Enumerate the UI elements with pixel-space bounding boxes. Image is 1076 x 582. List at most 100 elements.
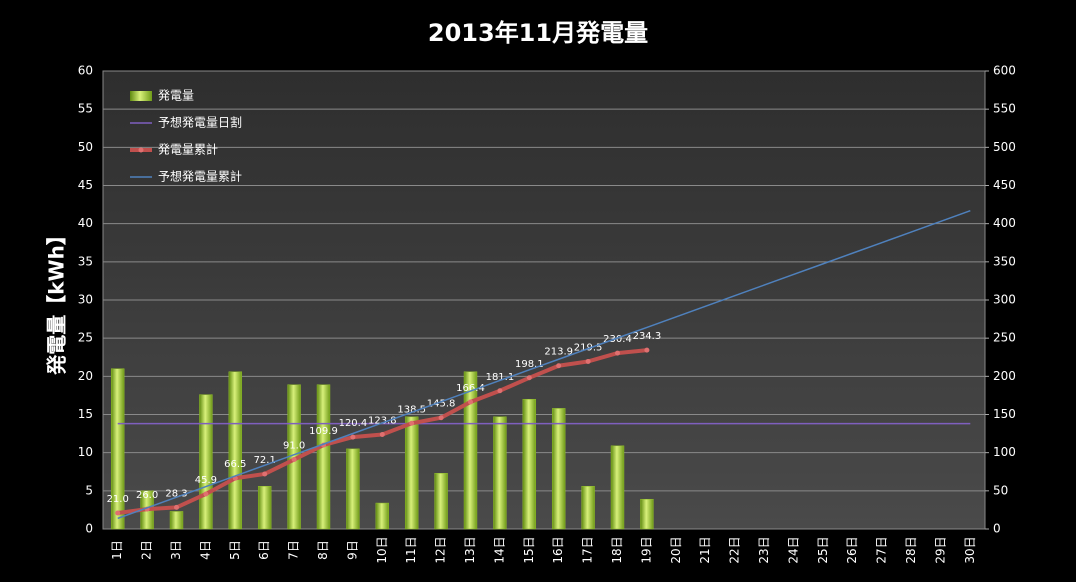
bar (169, 511, 184, 530)
data-label: 181.1 (486, 372, 515, 383)
legend-swatch (130, 91, 152, 101)
y-tick-label: 15 (78, 407, 93, 421)
y-axis-label: 発電量【kWh】 (45, 225, 69, 376)
data-label: 123.8 (368, 415, 397, 426)
y-tick-label: 40 (78, 216, 93, 230)
data-label: 234.3 (633, 331, 662, 342)
y-tick-label: 30 (78, 293, 93, 307)
bar (640, 498, 654, 530)
marker (203, 491, 209, 497)
y2-tick-label: 150 (993, 407, 1016, 421)
data-label: 45.9 (195, 475, 217, 486)
bar (493, 416, 507, 530)
x-tick-label: 22日 (728, 536, 742, 563)
y2-tick-label: 350 (993, 254, 1016, 268)
y-tick-label: 10 (78, 445, 93, 459)
x-tick-label: 23日 (757, 536, 771, 563)
bar (316, 384, 331, 530)
y2-tick-label: 250 (993, 331, 1016, 345)
marker (350, 434, 356, 440)
data-label: 145.8 (427, 399, 456, 410)
bar (434, 473, 448, 530)
marker (644, 347, 650, 353)
bar (551, 408, 566, 530)
legend-label: 発電量累計 (158, 142, 218, 157)
marker (438, 415, 444, 421)
chart-title: 2013年11月発電量 (428, 19, 648, 47)
bar (228, 371, 243, 530)
y-tick-label: 45 (78, 178, 93, 192)
marker (526, 375, 532, 381)
x-tick-label: 15日 (522, 536, 536, 563)
bar (463, 371, 478, 530)
legend-label: 発電量 (158, 89, 194, 103)
x-tick-label: 24日 (786, 536, 800, 563)
marker (468, 399, 473, 405)
x-tick-label: 16日 (551, 536, 565, 563)
y-tick-label: 20 (78, 369, 93, 383)
data-label: 26.0 (136, 490, 158, 501)
x-tick-label: 14日 (492, 536, 506, 563)
y-tick-label: 25 (78, 331, 93, 345)
line-series (117, 209, 971, 520)
bar (610, 445, 625, 530)
data-label: 109.9 (309, 426, 338, 437)
marker (291, 457, 297, 463)
data-label: 213.9 (544, 347, 573, 358)
x-tick-label: 3日 (169, 540, 183, 560)
marker (615, 350, 620, 356)
data-label: 166.4 (456, 383, 485, 394)
y-tick-label: 0 (85, 522, 93, 536)
x-tick-label: 29日 (933, 536, 947, 563)
x-tick-label: 26日 (845, 536, 859, 563)
data-label: 66.5 (224, 459, 246, 470)
legend-label: 予想発電量累計 (158, 169, 242, 184)
y-tick-label: 55 (78, 102, 93, 116)
data-label: 72.1 (254, 455, 276, 466)
data-label: 138.5 (397, 404, 426, 415)
y2-tick-label: 400 (993, 216, 1016, 230)
x-tick-label: 30日 (963, 536, 977, 563)
y-tick-label: 50 (78, 140, 93, 154)
x-tick-label: 17日 (581, 536, 595, 563)
data-label: 21.0 (107, 494, 129, 505)
bar (110, 368, 125, 530)
marker (556, 363, 562, 369)
data-label: 28.3 (165, 488, 187, 499)
x-tick-label: 13日 (463, 536, 477, 563)
marker (115, 510, 121, 516)
data-label: 198.1 (515, 359, 544, 370)
marker (262, 471, 268, 477)
bar (404, 416, 419, 530)
x-tick-label: 27日 (875, 536, 889, 563)
y2-tick-label: 550 (993, 102, 1016, 116)
y2-tick-label: 100 (993, 445, 1016, 459)
legend-label: 予想発電量日割 (158, 115, 242, 130)
data-label: 230.4 (603, 334, 632, 345)
x-tick-label: 1日 (110, 540, 124, 560)
marker (585, 358, 591, 364)
x-tick-label: 5日 (228, 540, 242, 560)
x-tick-label: 4日 (198, 540, 212, 560)
bar (375, 502, 390, 530)
y2-tick-label: 450 (993, 178, 1016, 192)
x-tick-label: 25日 (816, 536, 830, 563)
data-label: 120.4 (339, 418, 368, 429)
y2-tick-label: 600 (993, 64, 1016, 78)
bar (522, 398, 537, 530)
data-label: 91.0 (283, 441, 305, 452)
x-tick-label: 6日 (257, 540, 271, 560)
x-tick-label: 20日 (669, 536, 683, 563)
y-tick-label: 35 (78, 254, 93, 268)
x-tick-label: 7日 (287, 540, 301, 560)
y2-tick-label: 200 (993, 369, 1016, 383)
bar (199, 394, 213, 530)
y-tick-label: 60 (78, 64, 93, 78)
y-tick-label: 5 (85, 483, 93, 497)
x-tick-label: 18日 (610, 536, 624, 563)
y2-tick-label: 500 (993, 140, 1016, 154)
x-tick-label: 10日 (375, 536, 389, 563)
y2-tick-label: 0 (993, 522, 1001, 536)
x-tick-label: 9日 (345, 540, 359, 560)
marker (379, 431, 385, 437)
